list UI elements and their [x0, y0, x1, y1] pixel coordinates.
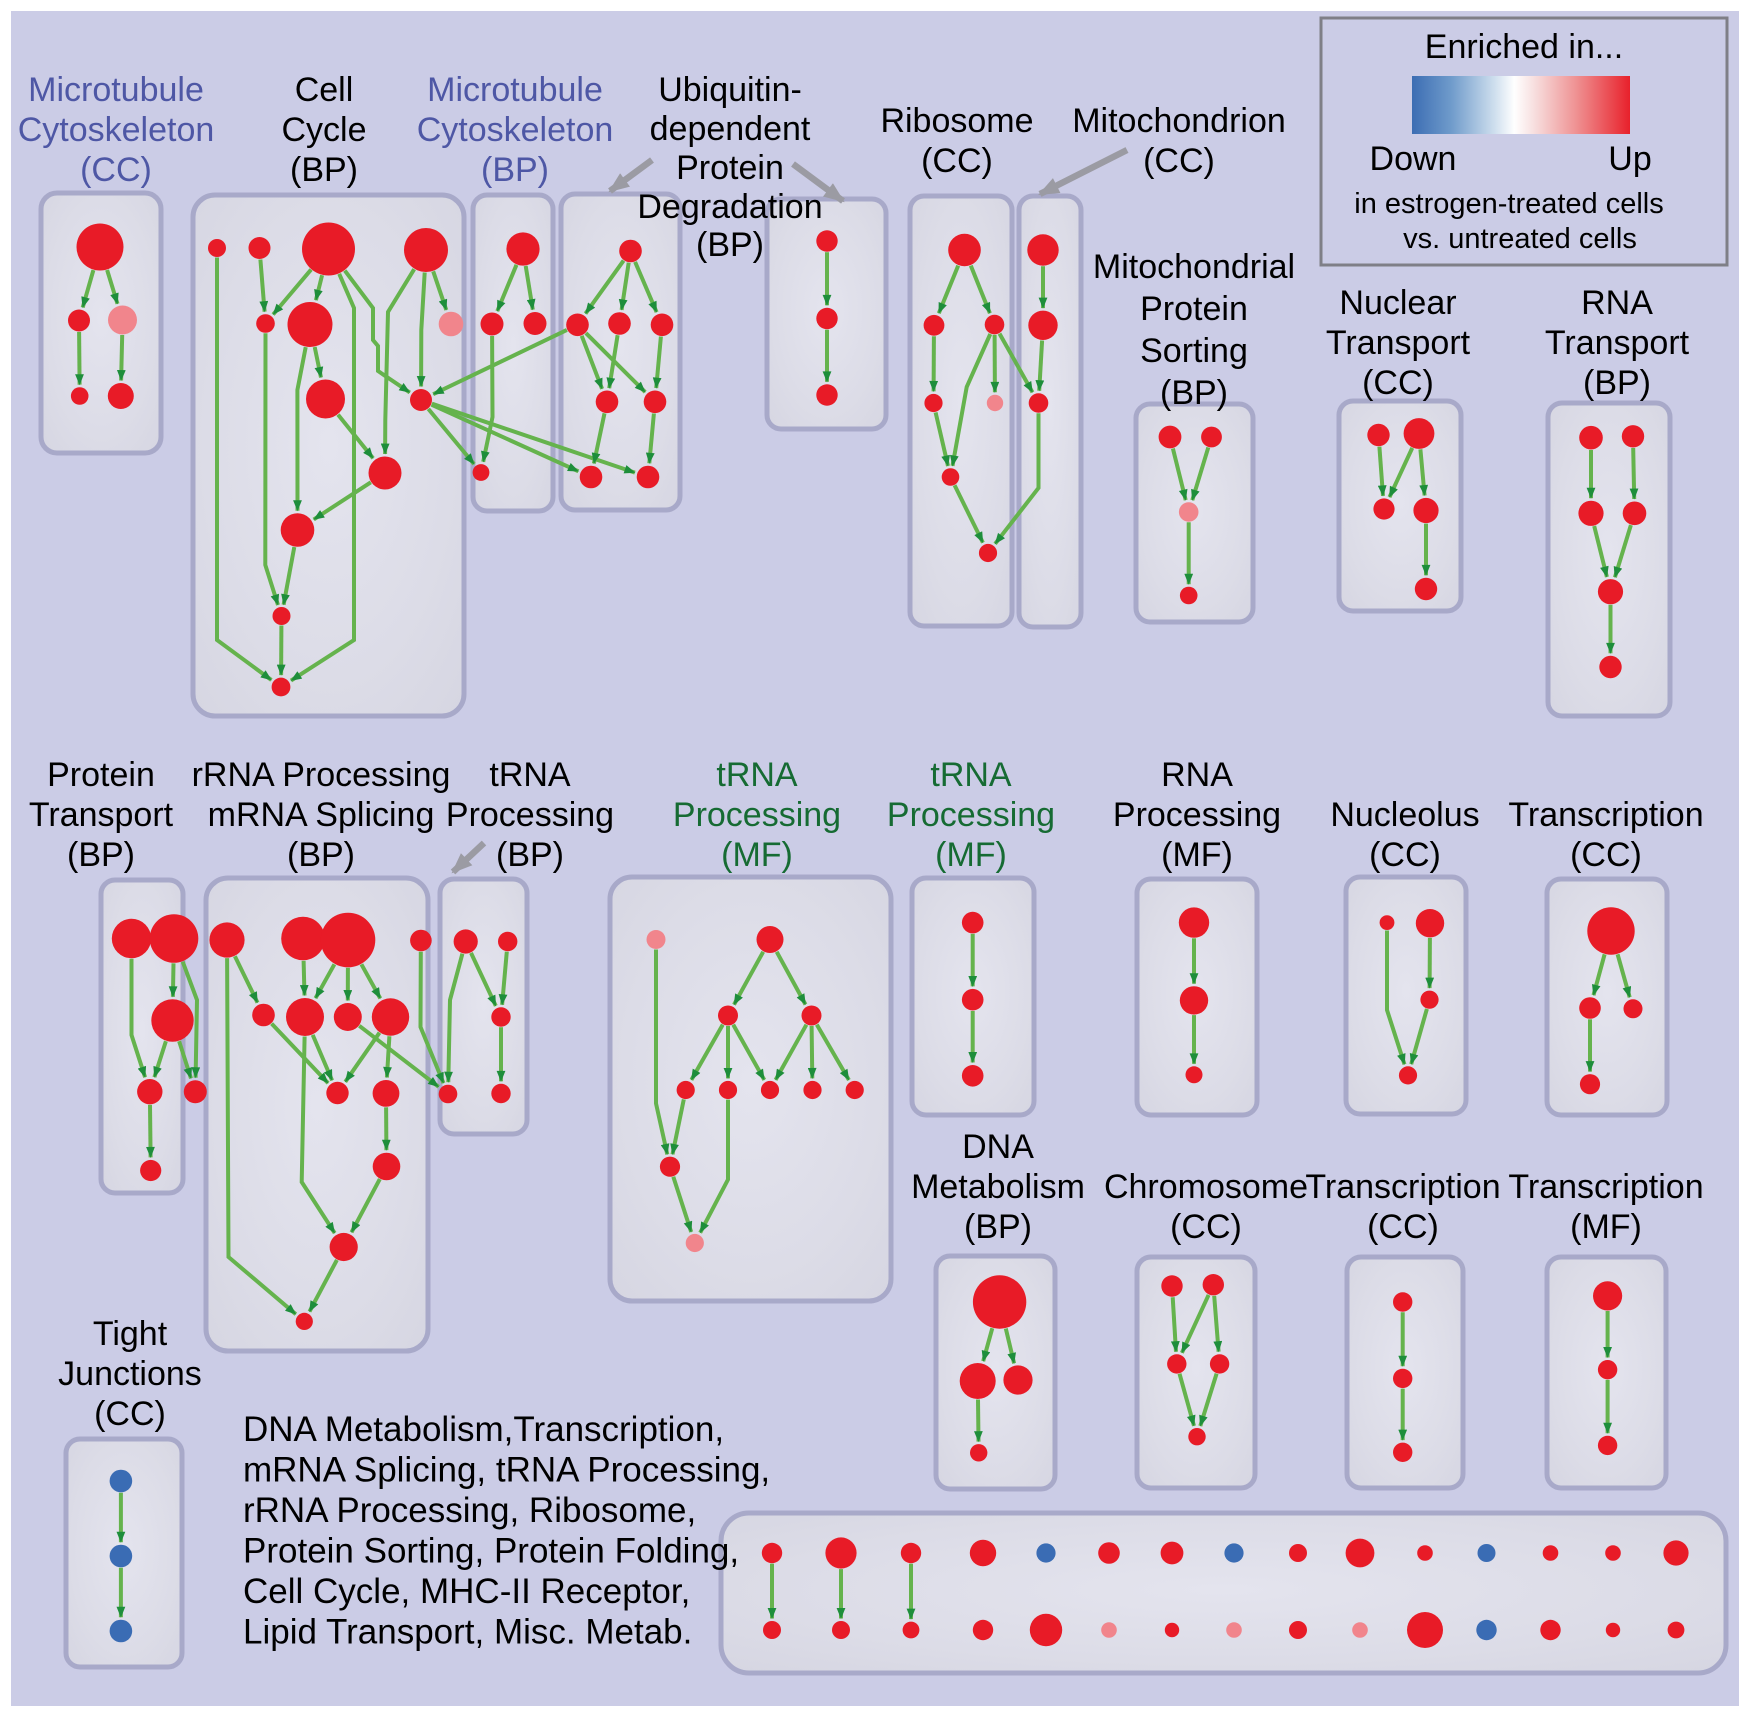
svg-text:Nucleolus(CC): Nucleolus (CC)	[1330, 796, 1479, 874]
svg-text:Transcription(CC): Transcription (CC)	[1305, 1168, 1500, 1246]
svg-text:vs. untreated cells: vs. untreated cells	[1403, 223, 1637, 255]
svg-text:Down: Down	[1370, 140, 1457, 178]
svg-text:in estrogen-treated cells: in estrogen-treated cells	[1354, 188, 1664, 220]
svg-text:DNA Metabolism,Transcription,m: DNA Metabolism,Transcription, mRNA Splici…	[243, 1410, 770, 1652]
svg-text:Mitochondrion(CC): Mitochondrion (CC)	[1072, 102, 1286, 180]
svg-text:Chromosome(CC): Chromosome (CC)	[1104, 1168, 1308, 1246]
svg-text:Transcription(MF): Transcription (MF)	[1508, 1168, 1703, 1246]
svg-text:Ribosome(CC): Ribosome (CC)	[880, 102, 1033, 180]
svg-text:Enriched in...: Enriched in...	[1425, 28, 1623, 66]
svg-text:Up: Up	[1608, 140, 1651, 178]
svg-text:Transcription(CC): Transcription (CC)	[1508, 796, 1703, 874]
